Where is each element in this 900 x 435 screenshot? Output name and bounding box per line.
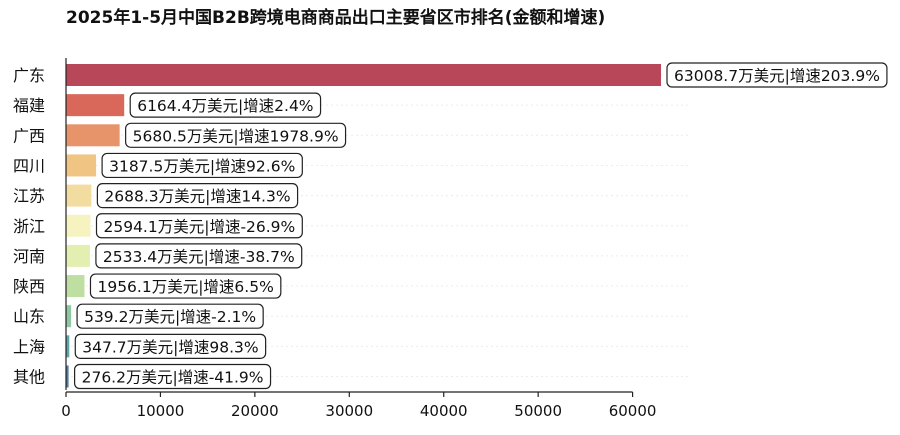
- data-label-box: [101, 152, 303, 179]
- bars: [66, 64, 661, 388]
- x-tick-label: 10000: [137, 402, 185, 420]
- bar: [66, 184, 92, 207]
- data-label-text: 2533.4万美元|增速-38.7%: [103, 248, 295, 266]
- data-label-text: 6164.4万美元|增速2.4%: [137, 97, 313, 115]
- bar: [66, 214, 91, 237]
- bar: [66, 275, 85, 298]
- data-label-box: [125, 122, 347, 148]
- x-axis: 0 10000 20000 30000 40000 50000 60000: [61, 58, 656, 420]
- data-label-text: 347.7万美元|增速98.3%: [82, 338, 258, 356]
- x-tick-label: 50000: [514, 402, 562, 420]
- chart-title: 2025年1-5月中国B2B跨境电商商品出口主要省区市排名(金额和增速): [66, 7, 605, 28]
- bar: [66, 64, 661, 86]
- bar: [66, 335, 70, 358]
- data-label-box: [76, 303, 264, 329]
- data-label-box: [95, 243, 303, 269]
- data-label-text: 276.2万美元|增速-41.9%: [82, 369, 264, 387]
- x-tick-label: 30000: [325, 402, 373, 420]
- bar: [66, 244, 90, 267]
- category-label: 江苏: [13, 187, 45, 206]
- data-label-box: [74, 363, 272, 390]
- data-label: 539.2万美元|增速-2.1%: [76, 303, 264, 329]
- data-label: 63008.7万美元|增速203.9%: [666, 62, 888, 88]
- data-label: 2533.4万美元|增速-38.7%: [95, 243, 303, 269]
- category-label: 广东: [13, 66, 45, 85]
- data-label-text: 63008.7万美元|增速203.9%: [674, 67, 880, 85]
- category-label: 河南: [13, 247, 45, 266]
- data-label-box: [666, 62, 888, 88]
- category-label: 浙江: [13, 217, 45, 236]
- category-label: 山东: [13, 307, 45, 326]
- data-label: 2688.3万美元|增速14.3%: [96, 183, 299, 209]
- x-tick-label: 40000: [420, 402, 468, 420]
- data-label-box: [74, 333, 267, 359]
- x-tick-label: 0: [61, 402, 71, 420]
- data-label-text: 539.2万美元|增速-2.1%: [84, 308, 256, 326]
- bar: [66, 94, 125, 117]
- data-labels: 63008.7万美元|增速203.9% 6164.4万美元|增速2.4% 5680.…: [74, 62, 888, 390]
- category-label: 上海: [13, 337, 45, 356]
- data-label: 5680.5万美元|增速1978.9%: [125, 122, 347, 148]
- category-label: 四川: [13, 156, 45, 175]
- data-label-text: 3187.5万美元|增速92.6%: [109, 157, 295, 175]
- category-label: 福建: [13, 96, 45, 115]
- category-label: 陕西: [13, 277, 45, 296]
- bar: [66, 365, 69, 388]
- data-label: 1956.1万美元|增速6.5%: [89, 273, 282, 299]
- bar: [66, 305, 72, 328]
- data-label-box: [96, 183, 299, 209]
- grid-lines: [66, 74, 690, 377]
- data-label: 6164.4万美元|增速2.4%: [129, 92, 322, 118]
- data-label: 2594.1万美元|增速-26.9%: [95, 213, 303, 239]
- data-label-text: 5680.5万美元|增速1978.9%: [133, 127, 339, 145]
- data-label-box: [95, 213, 303, 239]
- bar: [66, 124, 120, 147]
- data-label-box: [129, 92, 322, 118]
- category-label: 其他: [13, 368, 45, 387]
- data-label: 347.7万美元|增速98.3%: [74, 333, 267, 359]
- bar: [66, 154, 97, 177]
- category-label: 广西: [13, 126, 45, 145]
- data-label-text: 2594.1万美元|增速-26.9%: [103, 218, 295, 236]
- data-label-box: [89, 273, 282, 299]
- data-label-text: 1956.1万美元|增速6.5%: [97, 278, 273, 296]
- x-tick-label: 20000: [231, 402, 279, 420]
- data-label: 276.2万美元|增速-41.9%: [74, 363, 272, 390]
- data-label: 3187.5万美元|增速92.6%: [101, 152, 303, 179]
- data-label-text: 2688.3万美元|增速14.3%: [104, 188, 290, 206]
- x-tick-label: 60000: [609, 402, 657, 420]
